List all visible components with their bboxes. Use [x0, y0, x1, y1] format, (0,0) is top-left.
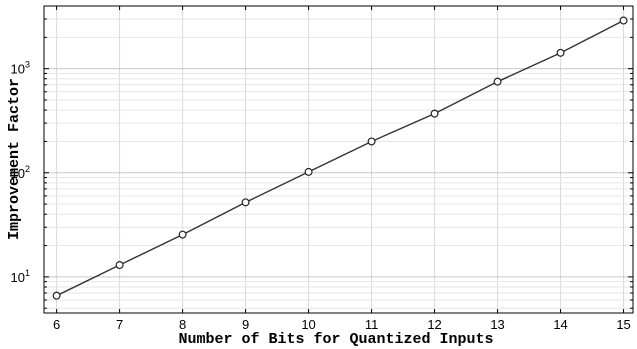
x-tick-label: 14 — [553, 317, 567, 332]
data-point — [556, 48, 565, 57]
x-tick-label: 9 — [242, 317, 249, 332]
data-point — [619, 16, 628, 25]
x-axis-label: Number of Bits for Quantized Inputs — [178, 331, 493, 348]
x-tick-label: 11 — [365, 317, 379, 332]
x-tick-label: 6 — [53, 317, 60, 332]
x-tick-label: 7 — [116, 317, 123, 332]
y-tick-label: 103 — [11, 60, 30, 77]
x-tick-label: 12 — [427, 317, 441, 332]
data-point — [367, 137, 376, 146]
series — [52, 16, 628, 300]
grid — [44, 5, 633, 313]
plot-frame — [43, 5, 634, 314]
x-tick-label: 10 — [301, 317, 315, 332]
data-point — [52, 291, 61, 300]
data-point — [304, 167, 313, 176]
data-point — [430, 109, 439, 118]
data-point — [115, 261, 124, 270]
y-tick-label: 101 — [11, 268, 30, 285]
x-tick-label: 15 — [616, 317, 630, 332]
axis-ticks: 6 7 8 9 10 11 12 13 14 15 101 102 103 — [11, 5, 633, 332]
y-axis-label: Improvement Factor — [6, 78, 23, 240]
y-tick-label: 102 — [11, 164, 30, 181]
data-point — [493, 77, 502, 86]
x-tick-label: 8 — [179, 317, 186, 332]
data-point — [241, 198, 250, 207]
series-line — [56, 19, 624, 297]
x-tick-label: 13 — [490, 317, 504, 332]
data-point — [178, 230, 187, 239]
